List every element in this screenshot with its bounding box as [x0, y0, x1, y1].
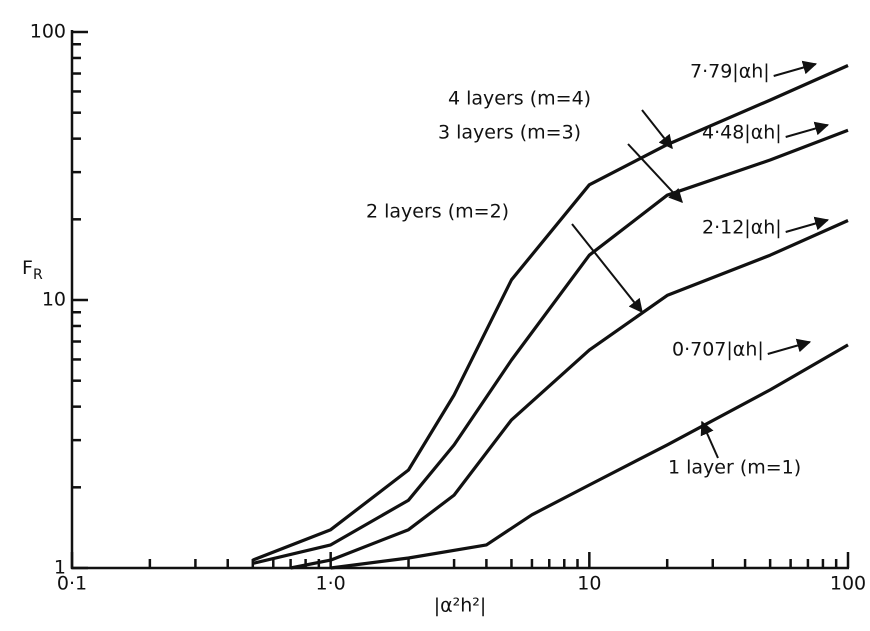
series-line: [252, 128, 849, 565]
y-label-sub: R: [33, 267, 43, 283]
y-label-main: F: [22, 257, 33, 279]
label-arrow: [571, 223, 643, 314]
asymptote-arrow: [785, 216, 830, 233]
asymptote-arrow: [773, 60, 818, 77]
y-tick-label: 100: [30, 21, 66, 43]
y-tick-label: 10: [42, 289, 66, 311]
asymptote-label: 2·12|αh|: [702, 217, 782, 239]
series-line: [252, 64, 849, 562]
y-tick-label: 1: [54, 557, 66, 579]
asymptote-label: 0·707|αh|: [672, 339, 764, 361]
label-arrow: [641, 109, 673, 150]
x-tick-label: 10: [577, 573, 601, 595]
x-tick-label: 1·0: [316, 573, 346, 595]
label-arrow: [627, 143, 683, 204]
y-axis-label: FR: [22, 257, 43, 284]
series-label: 3 layers (m=3): [438, 122, 581, 144]
series-line: [290, 219, 849, 570]
label-arrow: [700, 420, 719, 459]
x-tick-label: 100: [830, 573, 866, 595]
series-line: [330, 343, 849, 570]
asymptote-arrow: [785, 121, 830, 138]
x-axis-label: |α²h²|: [434, 595, 487, 617]
series-label: 2 layers (m=2): [366, 201, 509, 223]
asymptote-label: 4·48|αh|: [702, 122, 782, 144]
series-label: 1 layer (m=1): [668, 457, 801, 479]
x-tick-label: 0·1: [57, 573, 87, 595]
asymptote-label: 7·79|αh|: [690, 61, 770, 83]
series-label: 4 layers (m=4): [448, 88, 591, 110]
asymptote-arrow: [767, 338, 812, 355]
